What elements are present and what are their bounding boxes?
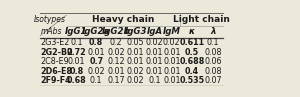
Text: Isotypes: Isotypes — [34, 15, 66, 24]
Text: IgG1: IgG1 — [65, 27, 88, 36]
Text: 0.8: 0.8 — [89, 38, 103, 47]
Text: 0.01: 0.01 — [146, 57, 163, 66]
Text: κ: κ — [189, 27, 195, 36]
Text: 0.01: 0.01 — [107, 67, 125, 76]
Text: 2D6-E8: 2D6-E8 — [41, 67, 73, 76]
Text: Light chain: Light chain — [173, 15, 230, 24]
Text: 0.01: 0.01 — [146, 48, 163, 57]
Text: 0.17: 0.17 — [107, 76, 125, 85]
Text: 0.06: 0.06 — [204, 57, 222, 66]
Text: 2C8-E9: 2C8-E9 — [41, 57, 70, 66]
Text: 0.611: 0.611 — [179, 38, 205, 47]
Text: IgA: IgA — [146, 27, 162, 36]
Text: 0.4: 0.4 — [185, 67, 199, 76]
Text: 0.688: 0.688 — [179, 57, 205, 66]
Text: 0.1: 0.1 — [207, 38, 219, 47]
Text: 0.01: 0.01 — [127, 48, 145, 57]
Text: 0.08: 0.08 — [204, 67, 222, 76]
Text: 0.01: 0.01 — [163, 67, 181, 76]
Text: 0.7: 0.7 — [89, 57, 103, 66]
Text: 0.01: 0.01 — [88, 48, 105, 57]
Text: 0.8: 0.8 — [69, 67, 84, 76]
Text: 2G3-E2: 2G3-E2 — [41, 38, 70, 47]
Text: IgG2b: IgG2b — [102, 27, 130, 36]
Text: 0.08: 0.08 — [204, 48, 222, 57]
Text: 2G2-B2: 2G2-B2 — [41, 48, 74, 57]
Text: 0.2: 0.2 — [110, 38, 122, 47]
Text: 0.02: 0.02 — [146, 38, 163, 47]
Text: 0.01: 0.01 — [127, 57, 145, 66]
Text: 0.01: 0.01 — [163, 76, 181, 85]
Text: 0.535: 0.535 — [179, 76, 205, 85]
Text: λ: λ — [210, 27, 216, 36]
Text: IgG3: IgG3 — [124, 27, 147, 36]
Text: 0.07: 0.07 — [204, 76, 222, 85]
Text: 0.02: 0.02 — [107, 48, 125, 57]
Text: IgM: IgM — [163, 27, 181, 36]
Text: 0.72: 0.72 — [67, 48, 86, 57]
Text: 0.02: 0.02 — [87, 67, 105, 76]
Text: 0.01: 0.01 — [163, 57, 181, 66]
Text: 0.02: 0.02 — [127, 67, 145, 76]
Text: 0.01: 0.01 — [68, 57, 85, 66]
Text: 0.68: 0.68 — [67, 76, 86, 85]
Text: IgG2a: IgG2a — [82, 27, 110, 36]
Text: 0.1: 0.1 — [148, 76, 160, 85]
Text: 0.02: 0.02 — [127, 76, 145, 85]
Text: 0.01: 0.01 — [146, 67, 163, 76]
Text: mAbs: mAbs — [40, 27, 62, 36]
Text: 0.01: 0.01 — [163, 48, 181, 57]
Text: 0.1: 0.1 — [70, 38, 83, 47]
Text: 0.05: 0.05 — [127, 38, 145, 47]
Text: 2F9-F4: 2F9-F4 — [41, 76, 71, 85]
Text: 0.12: 0.12 — [107, 57, 125, 66]
Text: 0.5: 0.5 — [185, 48, 199, 57]
Text: 0.02: 0.02 — [163, 38, 181, 47]
Text: Heavy chain: Heavy chain — [92, 15, 155, 24]
Text: 0.1: 0.1 — [90, 76, 103, 85]
